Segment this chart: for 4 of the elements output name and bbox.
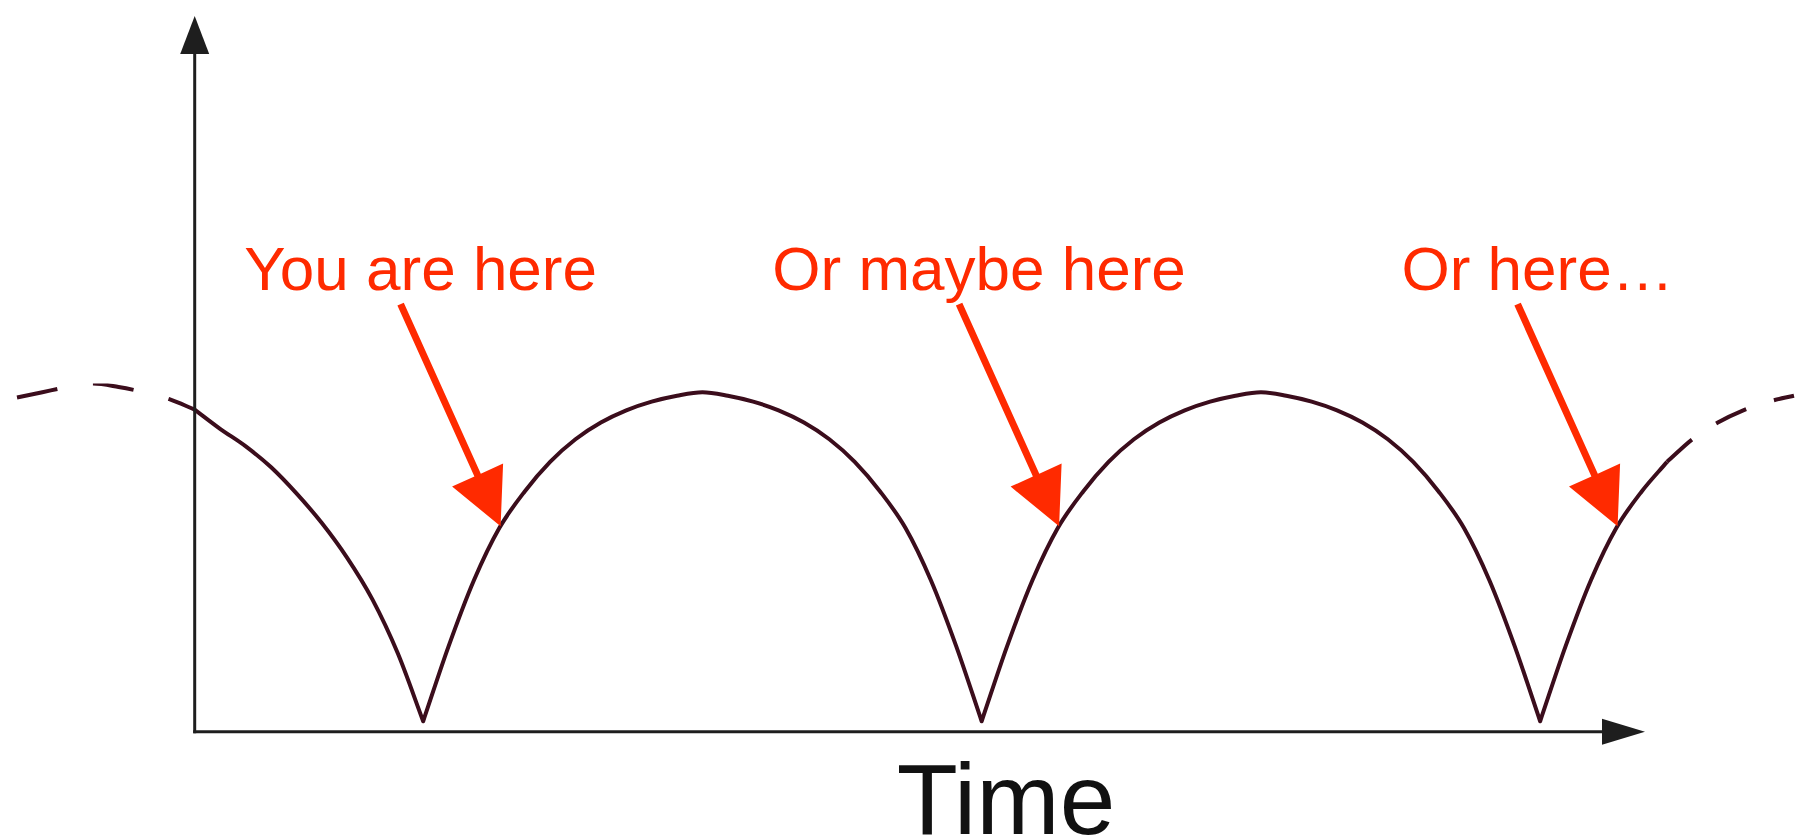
text: Or here… (1401, 234, 1674, 304)
text: You are here (244, 234, 597, 304)
x-axis-title: Time (896, 743, 1116, 837)
text: Or maybe here (772, 234, 1186, 304)
